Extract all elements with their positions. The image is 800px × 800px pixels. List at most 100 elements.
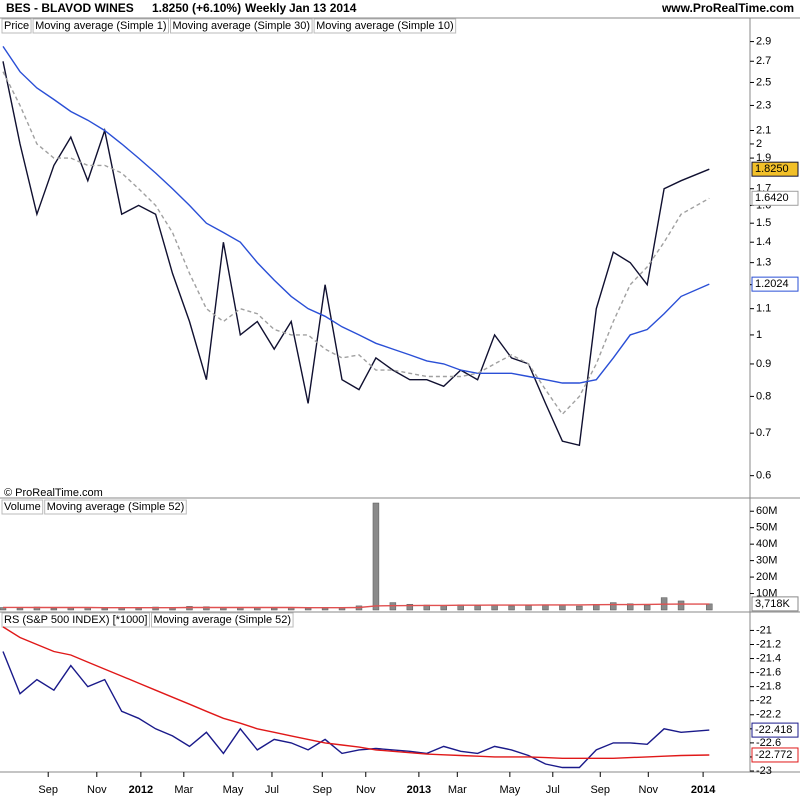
legend-entry: Price	[4, 20, 29, 32]
volume-bar	[372, 502, 380, 611]
y-tick-label: -22.6	[756, 737, 781, 749]
volume-bar	[706, 603, 713, 611]
legend-box	[1, 18, 32, 34]
y-tick-label: 0.8	[756, 390, 771, 402]
y-tick-label: -22	[756, 695, 772, 707]
y-tick-label: 1.1	[756, 303, 771, 315]
y-tick-label: 2.3	[756, 99, 771, 111]
y-tick-label: -23	[756, 765, 772, 777]
y-tick-label: 2.9	[756, 35, 771, 47]
x-tick-label: Nov	[356, 784, 376, 796]
legend-box	[1, 499, 44, 515]
y-tick-label: 1	[756, 329, 762, 341]
legend-box	[44, 499, 187, 515]
last-value-box	[751, 747, 799, 763]
y-tick-label: 2	[756, 138, 762, 150]
y-tick-label: -21.4	[756, 652, 781, 664]
x-tick-label: May	[223, 784, 244, 796]
y-tick-label: 1.3	[756, 257, 771, 269]
y-tick-label: 1.9	[756, 152, 771, 164]
legend-entry: Moving average (Simple 10)	[316, 20, 454, 32]
last-value-box	[751, 722, 799, 738]
y-tick-label: 0.6	[756, 470, 771, 482]
x-tick-label: 2014	[691, 784, 716, 796]
volume-bar	[50, 608, 58, 611]
series-line	[2, 46, 710, 384]
legend-box	[32, 18, 170, 34]
y-tick-label: -21.2	[756, 638, 781, 650]
x-tick-label: May	[499, 784, 520, 796]
legend-box	[313, 18, 457, 34]
y-tick-label: 30M	[756, 555, 777, 567]
y-tick-label: -21	[756, 624, 772, 636]
series-line	[2, 651, 710, 769]
volume-bar	[643, 604, 651, 611]
volume-bar	[203, 606, 210, 611]
volume-bar	[16, 607, 24, 611]
last-value-label: -22.418	[755, 724, 792, 736]
volume-bar	[101, 607, 108, 611]
legend-box	[1, 612, 150, 628]
volume-bar	[271, 607, 278, 611]
x-tick-label: Jul	[265, 784, 279, 796]
x-tick-label: Mar	[174, 784, 193, 796]
y-tick-label: 1.5	[756, 217, 771, 229]
last-value-label: -22.772	[755, 749, 792, 761]
x-tick-label: Sep	[312, 784, 332, 796]
y-tick-label: -21.6	[756, 667, 781, 679]
volume-bar	[406, 603, 414, 611]
y-tick-label: 40M	[756, 538, 777, 550]
y-tick-label: -22.2	[756, 709, 781, 721]
site: www.ProRealTime.com	[661, 1, 794, 15]
volume-bar	[525, 605, 532, 611]
volume-bar	[559, 604, 566, 611]
legend-entry: RS (S&P 500 INDEX) [*1000]	[4, 614, 147, 626]
x-tick-label: Nov	[639, 784, 659, 796]
legend-entry: Moving average (Simple 1)	[35, 20, 166, 32]
series-line	[2, 626, 710, 759]
volume-bar	[508, 605, 515, 611]
x-tick-label: Jul	[546, 784, 560, 796]
legend-entry: Moving average (Simple 52)	[47, 501, 185, 513]
legend-box	[150, 612, 294, 628]
series-line	[3, 603, 710, 609]
date: Jan 13 2014	[289, 1, 357, 15]
y-tick-label: -21.8	[756, 681, 781, 693]
legend-entry: Moving average (Simple 52)	[153, 614, 291, 626]
price-change: 1.8250 (+6.10%)	[152, 1, 241, 15]
volume-bar	[677, 600, 685, 611]
last-value-label: 1.2024	[755, 278, 789, 290]
x-tick-label: 2012	[129, 784, 153, 796]
x-tick-label: Nov	[87, 784, 107, 796]
y-tick-label: 0.7	[756, 427, 771, 439]
last-value-box	[751, 161, 799, 177]
period: Weekly	[245, 1, 286, 15]
y-tick-label: 2.7	[756, 55, 771, 67]
last-value-label: 1.8250	[755, 163, 789, 175]
legend-entry: Moving average (Simple 30)	[173, 20, 311, 32]
last-value-box	[751, 596, 799, 612]
series-line	[2, 71, 710, 416]
x-tick-label: 2013	[407, 784, 431, 796]
y-tick-label: 0.9	[756, 358, 771, 370]
last-value-label: 1.6420	[755, 192, 789, 204]
x-tick-label: Sep	[590, 784, 610, 796]
last-value-box	[751, 276, 799, 292]
symbol: BES - BLAVOD WINES	[6, 1, 134, 15]
copyright: © ProRealTime.com	[4, 487, 103, 499]
volume-bar	[626, 603, 634, 611]
y-tick-label: 20M	[756, 571, 777, 583]
y-tick-label: 60M	[756, 505, 777, 517]
legend-box	[170, 18, 313, 34]
y-tick-label: 1.4	[756, 236, 771, 248]
y-tick-label: 2.5	[756, 76, 771, 88]
y-tick-label: 2.1	[756, 124, 771, 136]
series-line	[2, 61, 710, 447]
last-value-box	[751, 190, 799, 206]
volume-bar	[474, 605, 481, 611]
volume-bar	[576, 605, 583, 611]
volume-bar	[610, 602, 617, 611]
x-tick-label: Mar	[448, 784, 467, 796]
